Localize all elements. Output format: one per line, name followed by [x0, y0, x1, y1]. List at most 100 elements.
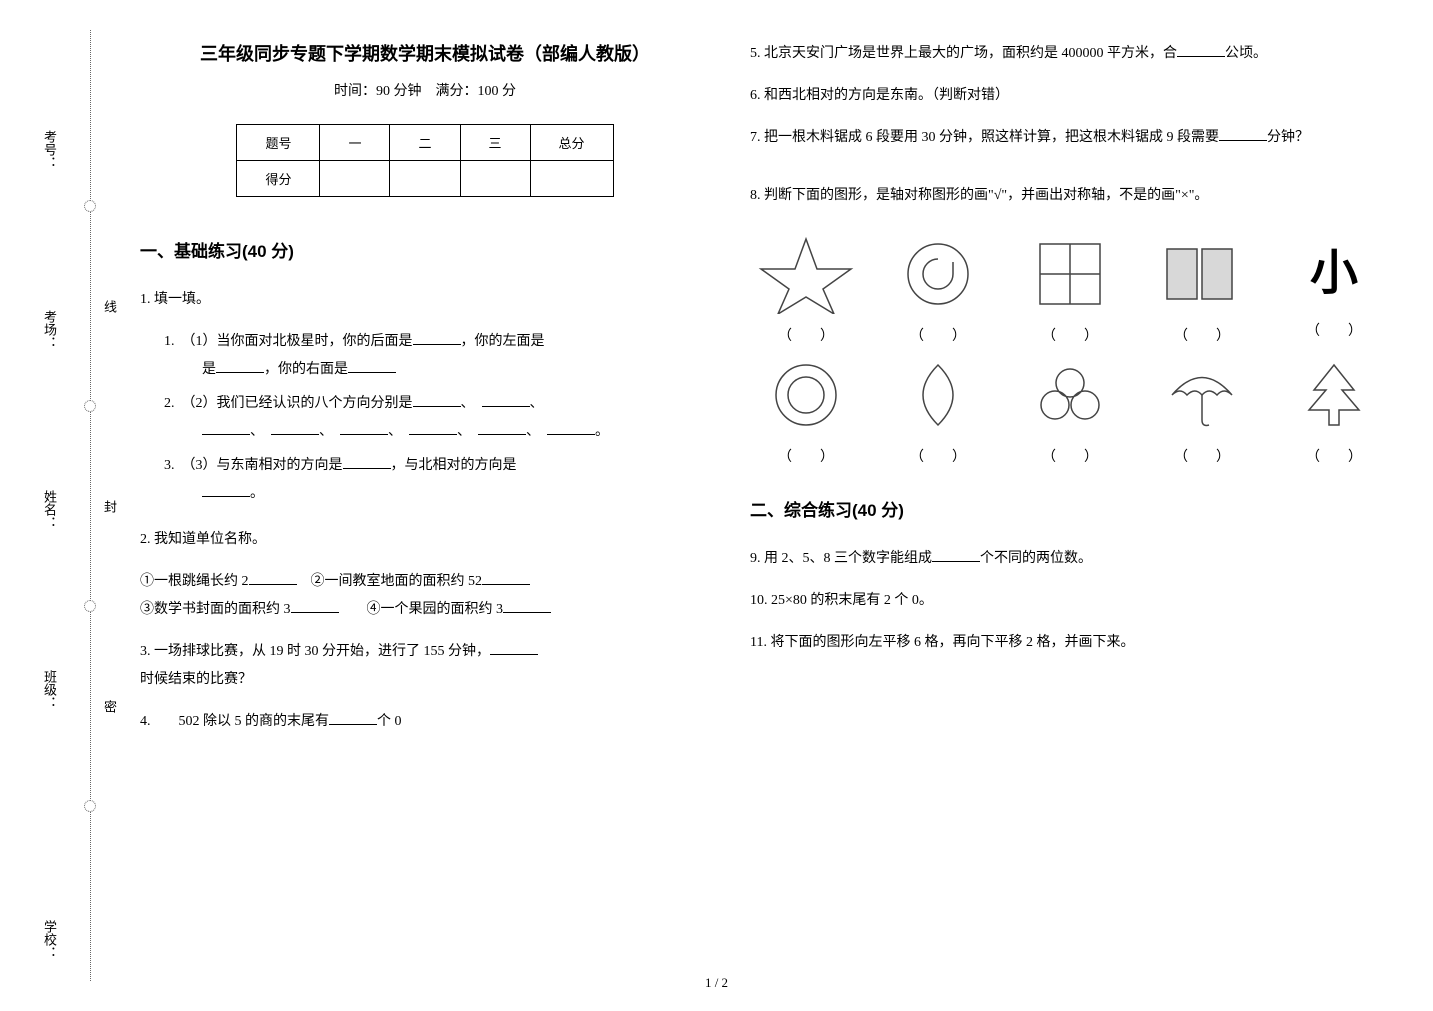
text: 、: [457, 424, 464, 439]
score-header: 三: [460, 125, 530, 161]
blank[interactable]: [202, 483, 250, 497]
blank[interactable]: [1177, 43, 1225, 57]
paren[interactable]: （ ）: [750, 446, 862, 466]
blank[interactable]: [413, 331, 461, 345]
shape-char: 小 （ ）: [1278, 234, 1390, 345]
paren[interactable]: （ ）: [882, 446, 994, 466]
blank[interactable]: [547, 421, 595, 435]
binding-circle: [84, 200, 96, 212]
text: 、: [388, 424, 395, 439]
blank[interactable]: [216, 359, 264, 373]
blank[interactable]: [291, 599, 339, 613]
umbrella-icon: [1152, 355, 1252, 435]
text: 、: [319, 424, 326, 439]
blank[interactable]: [482, 393, 530, 407]
char-xiao: 小: [1278, 234, 1390, 314]
paren[interactable]: （ ）: [1278, 320, 1390, 340]
binding-circle: [84, 600, 96, 612]
star-icon: [756, 234, 856, 314]
text: 、: [530, 396, 544, 411]
blank[interactable]: [409, 421, 457, 435]
binding-circle: [84, 800, 96, 812]
paren[interactable]: （ ）: [1146, 325, 1258, 345]
paren[interactable]: （ ）: [882, 325, 994, 345]
paren[interactable]: （ ）: [1014, 446, 1126, 466]
binding-label-exam-id: 考号：: [40, 130, 59, 169]
blank[interactable]: [202, 421, 250, 435]
shape-cross: （ ）: [1014, 234, 1126, 345]
text: 9. 用 2、5、8 三个数字能组成: [750, 551, 932, 566]
q1-sub3: 3. （3）与东南相对的方向是，与北相对的方向是 。: [140, 452, 710, 508]
blank[interactable]: [413, 393, 461, 407]
text: 4. 502 除以 5 的商的末尾有: [140, 714, 329, 729]
score-cell: [320, 161, 390, 197]
text: 分钟？: [1267, 130, 1309, 145]
section-b-title: 二、综合练习(40 分): [750, 496, 1390, 521]
shape-leaf: （ ）: [882, 355, 994, 466]
shape-star: （ ）: [750, 234, 862, 345]
text: 2. （2）我们已经认识的八个方向分别是: [164, 396, 413, 411]
blank[interactable]: [271, 421, 319, 435]
paren[interactable]: （ ）: [1278, 446, 1390, 466]
blank[interactable]: [348, 359, 396, 373]
blank[interactable]: [340, 421, 388, 435]
text: ④一个果园的面积约 3: [367, 602, 504, 617]
score-row-label: 得分: [237, 161, 320, 197]
right-column: 5. 北京天安门广场是世界上最大的广场，面积约是 400000 平方米，合公顷。…: [750, 40, 1390, 671]
blank[interactable]: [343, 455, 391, 469]
blank[interactable]: [249, 571, 297, 585]
q11: 11. 将下面的图形向左平移 6 格，再向下平移 2 格，并画下来。: [750, 629, 1390, 657]
blank[interactable]: [478, 421, 526, 435]
q10: 10. 25×80 的积末尾有 2 个 0。: [750, 587, 1390, 615]
blank[interactable]: [490, 641, 538, 655]
text: 3. 一场排球比赛，从 19 时 30 分开始，进行了 155 分钟，: [140, 644, 490, 659]
text: 7. 把一根木料锯成 6 段要用 30 分钟，照这样计算，把这根木料锯成 9 段…: [750, 130, 1219, 145]
text: 个 0: [377, 714, 402, 729]
score-cell: [460, 161, 530, 197]
q1-sub2: 2. （2）我们已经认识的八个方向分别是、 、 、 、 、 、 、 。: [140, 390, 710, 446]
q1-stem: 1. 填一填。: [140, 286, 710, 314]
binding-side-feng: 封: [100, 500, 119, 513]
q6: 6. 和西北相对的方向是东南。（判断对错）: [750, 82, 1390, 110]
q1-sub1: 1. （1）当你面对北极星时，你的后面是，你的左面是 是，你的右面是: [140, 328, 710, 384]
boxes-icon: [1152, 234, 1252, 314]
score-header: 总分: [530, 125, 613, 161]
score-header: 二: [390, 125, 460, 161]
binding-side-mi: 密: [100, 700, 119, 713]
blank[interactable]: [932, 548, 980, 562]
paren[interactable]: （ ）: [1146, 446, 1258, 466]
shape-ring: （ ）: [750, 355, 862, 466]
text: 公顷。: [1225, 46, 1267, 61]
binding-label-school: 学校：: [40, 920, 59, 959]
exam-title: 三年级同步专题下学期数学期末模拟试卷（部编人教版）: [140, 40, 710, 66]
paren[interactable]: （ ）: [750, 325, 862, 345]
clover-icon: [1020, 355, 1120, 435]
score-table: 题号 一 二 三 总分 得分: [236, 124, 613, 197]
text: ，与北相对的方向是: [391, 458, 517, 473]
blank[interactable]: [503, 599, 551, 613]
q5: 5. 北京天安门广场是世界上最大的广场，面积约是 400000 平方米，合公顷。: [750, 40, 1390, 68]
blank[interactable]: [329, 711, 377, 725]
shapes-grid: （ ） （ ） （ ） （ ） 小 （: [750, 234, 1390, 466]
blank[interactable]: [1219, 127, 1267, 141]
left-column: 三年级同步专题下学期数学期末模拟试卷（部编人教版） 时间：90 分钟 满分：10…: [140, 40, 710, 750]
q3: 3. 一场排球比赛，从 19 时 30 分开始，进行了 155 分钟， 时候结束…: [140, 638, 710, 694]
page-number: 1 / 2: [705, 975, 728, 991]
q2-body: ①一根跳绳长约 2 ②一间教室地面的面积约 52 ③数学书封面的面积约 3 ④一…: [140, 568, 710, 624]
text: ③数学书封面的面积约 3: [140, 602, 291, 617]
binding-dotted-line: [90, 30, 91, 981]
blank[interactable]: [482, 571, 530, 585]
score-header: 一: [320, 125, 390, 161]
paren[interactable]: （ ）: [1014, 325, 1126, 345]
binding-circle: [84, 400, 96, 412]
text: ①一根跳绳长约 2: [140, 574, 249, 589]
score-cell: [530, 161, 613, 197]
binding-label-class: 班级：: [40, 670, 59, 709]
text: 1. （1）当你面对北极星时，你的后面是: [164, 334, 413, 349]
shape-umbrella: （ ）: [1146, 355, 1258, 466]
text: ，你的左面是: [461, 334, 545, 349]
tree-icon: [1284, 355, 1384, 435]
ring-icon: [756, 355, 856, 435]
q4: 4. 502 除以 5 的商的末尾有 个 0: [140, 708, 710, 736]
section-a-title: 一、基础练习(40 分): [140, 237, 710, 262]
